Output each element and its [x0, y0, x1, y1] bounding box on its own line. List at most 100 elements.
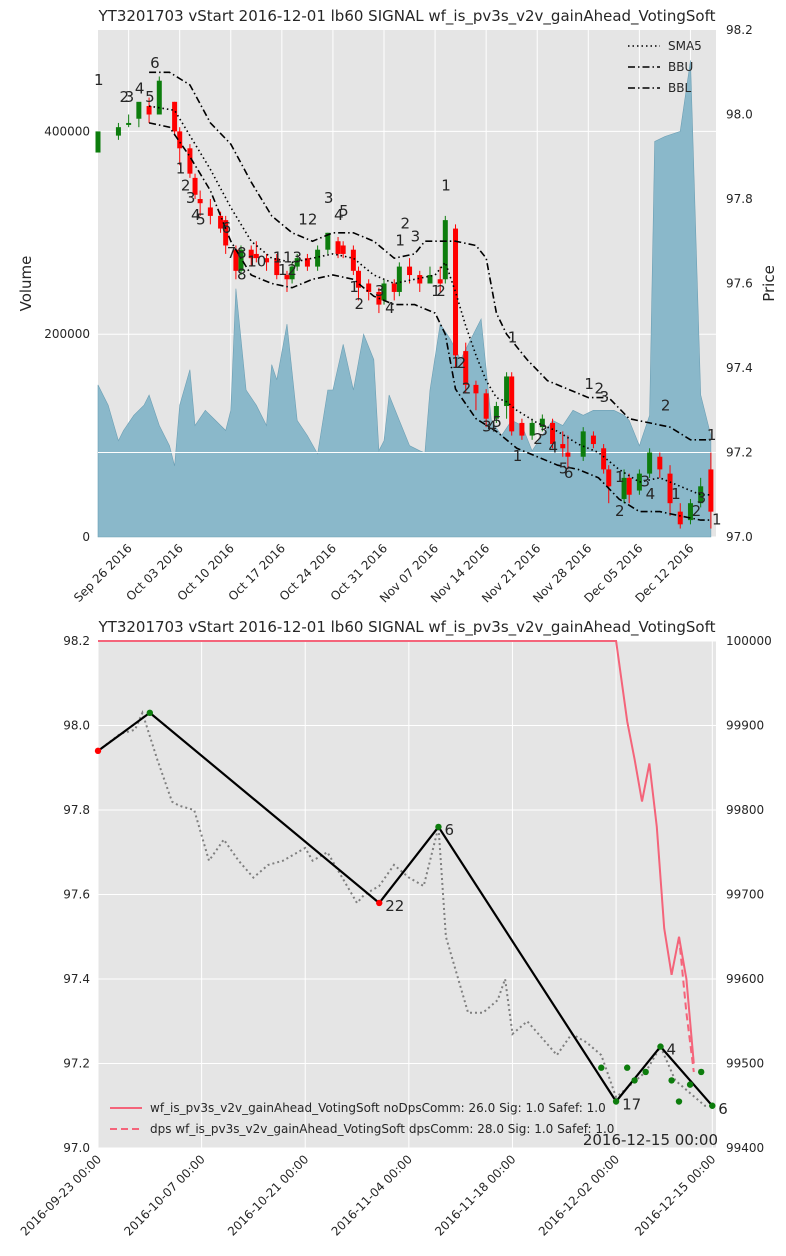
candle-annotation: 5	[559, 460, 569, 478]
candle-body	[560, 444, 566, 449]
chart-title: YT3201703 vStart 2016-12-01 lb60 SIGNAL …	[98, 7, 716, 26]
candle-body	[197, 199, 203, 204]
volume-tick-label: 400000	[44, 124, 90, 138]
candle-body	[115, 127, 121, 136]
equity-tick-label: 99600	[726, 972, 764, 986]
candle-body	[95, 131, 101, 153]
legend-label: wf_is_pv3s_v2v_gainAhead_VotingSoft noDp…	[150, 1101, 606, 1115]
candle-body	[667, 473, 673, 504]
x-tick-label: 2016-10-07 00:00	[121, 1152, 207, 1238]
price-tick-label: 98.2	[726, 23, 753, 37]
candle-annotation: 2	[181, 177, 191, 195]
price-tick-label: 97.2	[726, 446, 753, 460]
candle-body	[698, 486, 704, 504]
y-axis-label-price: Price	[760, 265, 778, 302]
signal-marker	[612, 1098, 620, 1105]
candle-annotation: 2	[692, 502, 702, 520]
candle-annotation: 5	[196, 210, 206, 228]
signal-marker	[668, 1077, 675, 1084]
candle-body	[289, 266, 295, 280]
candle-body	[565, 452, 571, 457]
candle-body	[708, 469, 714, 512]
price-tick-label: 97.8	[63, 803, 90, 817]
candle-annotation: 1	[707, 426, 717, 444]
candle-annotation: 4	[385, 299, 395, 317]
candle-body	[274, 258, 280, 276]
pivot-annotation: 4	[666, 1041, 676, 1059]
x-tick-label: 2016-11-18 00:00	[432, 1152, 518, 1238]
candle-annotation: 12	[298, 210, 317, 228]
candle-body	[335, 241, 341, 254]
signal-marker	[686, 1081, 694, 1088]
candle-annotation: 3	[600, 388, 610, 406]
pivot-annotation: 6	[444, 821, 454, 839]
candle-body	[350, 249, 356, 271]
candle-annotation: 4	[191, 206, 201, 224]
volume-tick-label: 200000	[44, 327, 90, 341]
x-tick-label: 2016-12-15 00:00	[632, 1152, 718, 1238]
candle-body	[463, 351, 469, 385]
candle-body	[366, 283, 372, 292]
equity-tick-label: 99400	[726, 1141, 764, 1155]
candle-annotation: 3	[411, 227, 421, 245]
candle-body	[657, 456, 663, 470]
candle-annotation: 8	[237, 244, 247, 262]
candle-annotation: 5	[492, 413, 502, 431]
signal-marker	[631, 1077, 638, 1084]
candle-annotation: 2	[615, 502, 625, 520]
bottom-equity-chart: 22 6 17 4 6 wf_is_pv3s_v2v_gainAhead_VotingSo…	[18, 618, 772, 1239]
candle-annotation: 3	[125, 88, 135, 106]
price-tick-label: 97.0	[726, 530, 753, 544]
signal-marker	[642, 1068, 649, 1076]
series-line	[98, 640, 695, 1064]
series-line	[97, 709, 713, 1107]
candle-body	[677, 511, 683, 525]
candle-annotation: 1	[273, 248, 283, 266]
candle-body	[126, 122, 132, 125]
candle-body	[136, 101, 142, 119]
candle-annotation: 3	[482, 417, 492, 435]
candle-body	[146, 106, 152, 115]
candle-body	[606, 469, 612, 487]
candle-annotation: 1	[431, 282, 441, 300]
candle-annotation: 3	[186, 189, 196, 207]
candle-annotation: 3	[324, 189, 334, 207]
signal-marker	[709, 1102, 716, 1109]
candle-annotation: 4	[135, 79, 145, 97]
candle-body	[325, 232, 331, 250]
candle-body	[207, 207, 213, 216]
signal-marker	[146, 709, 154, 717]
candle-body	[187, 148, 193, 174]
price-tick-label: 98.2	[63, 634, 90, 648]
candle-annotation: 6	[222, 219, 232, 237]
candle-body	[647, 452, 653, 474]
candle-body	[687, 503, 693, 521]
x-tick-label: 2016-12-02 00:00	[536, 1152, 622, 1238]
legend-label: BBU	[668, 60, 693, 74]
volume-area	[97, 60, 712, 538]
candle-body	[248, 249, 254, 259]
candle-body	[504, 376, 510, 407]
candle-body	[580, 431, 586, 457]
candle-annotation: 3	[640, 472, 650, 490]
equity-tick-label: 100000	[726, 634, 772, 648]
candle-annotation: 1	[584, 375, 594, 393]
candle-annotation: 3	[375, 282, 385, 300]
price-tick-label: 97.0	[63, 1141, 90, 1155]
x-tick-label: 2016-10-21 00:00	[225, 1152, 311, 1238]
signal-marker	[657, 1043, 664, 1050]
corner-date-label: 2016-12-15 00:00	[583, 1131, 718, 1149]
candle-annotation: 2	[462, 379, 472, 397]
candle-annotation: 10	[247, 253, 266, 271]
candle-annotation: 1	[349, 278, 359, 296]
candle-annotation: 7	[227, 244, 237, 262]
candle-body	[437, 279, 443, 284]
candle-annotation: 4	[334, 206, 344, 224]
candle-annotation: 4	[549, 439, 559, 457]
signal-marker	[94, 747, 102, 755]
candle-body	[442, 220, 448, 280]
candle-annotation: 2	[533, 430, 543, 448]
candle-body	[315, 249, 321, 267]
signal-marker	[435, 823, 442, 831]
equity-tick-label: 99700	[726, 888, 764, 902]
